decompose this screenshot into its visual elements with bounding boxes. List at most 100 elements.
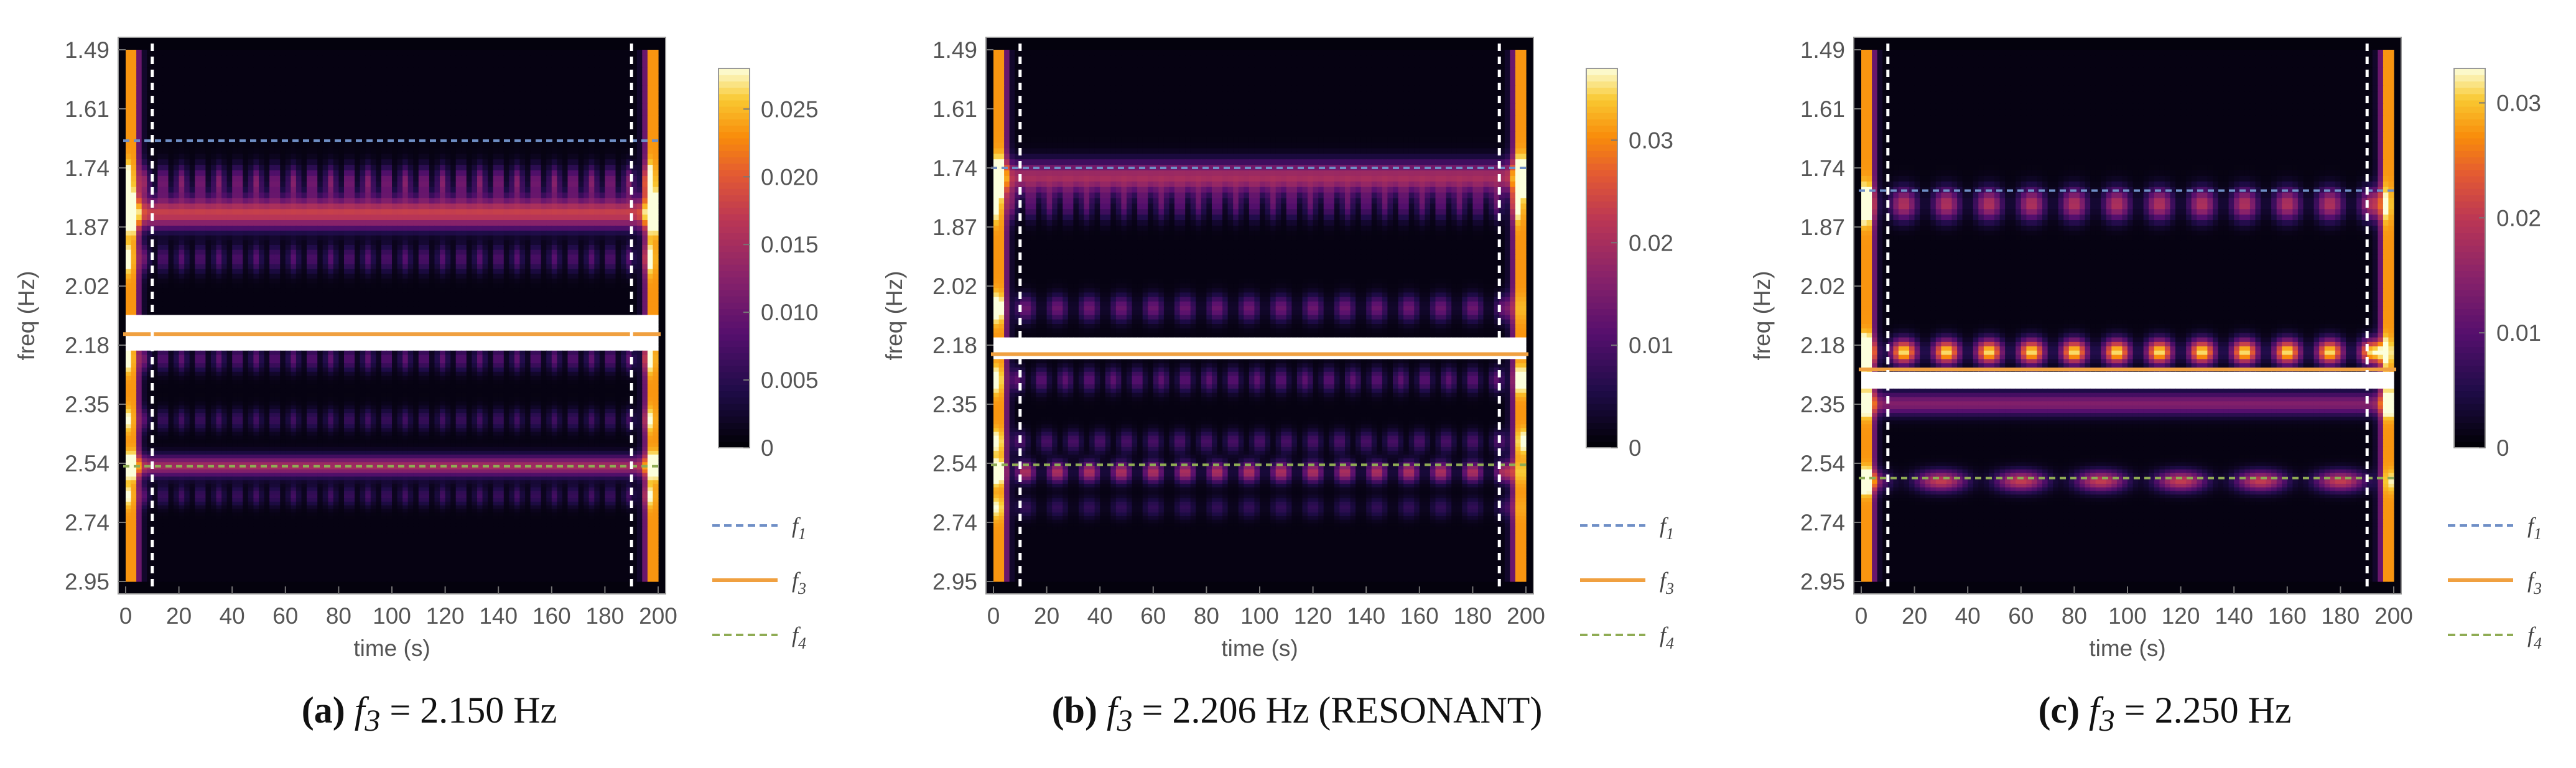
heatmap-cell: [274, 292, 281, 298]
heatmap-cell: [226, 292, 233, 298]
heatmap-cell: [312, 109, 318, 116]
heatmap-cell: [407, 306, 414, 311]
heatmap-cell: [434, 220, 440, 226]
heatmap-cell: [152, 209, 158, 215]
heatmap-cell: [636, 220, 643, 226]
heatmap-cell: [450, 142, 457, 149]
heatmap-cell: [168, 170, 174, 177]
heatmap-cell: [322, 154, 328, 160]
heatmap-cell: [450, 292, 457, 298]
heatmap-cell: [653, 297, 659, 302]
heatmap-cell: [530, 215, 536, 221]
heatmap-cell: [509, 279, 515, 284]
heatmap-cell: [285, 91, 291, 98]
heatmap-cell: [184, 279, 190, 284]
heatmap-cell: [594, 215, 600, 221]
heatmap-cell: [274, 279, 281, 284]
heatmap-cell: [168, 181, 174, 188]
heatmap-cell: [605, 215, 611, 221]
heatmap-cell: [573, 310, 579, 316]
heatmap-cell: [488, 121, 494, 127]
heatmap-cell: [615, 198, 621, 204]
heatmap-cell: [328, 142, 334, 149]
heatmap-cell: [216, 283, 222, 289]
heatmap-cell: [317, 165, 323, 171]
heatmap-cell: [541, 73, 547, 80]
heatmap-cell: [594, 142, 600, 149]
heatmap-cell: [631, 310, 638, 316]
heatmap-cell: [232, 73, 238, 80]
heatmap-cell: [424, 274, 430, 279]
heatmap-cell: [344, 264, 350, 270]
heatmap-cell: [269, 80, 276, 86]
heatmap-cell: [413, 297, 419, 302]
heatmap-cell: [588, 91, 595, 98]
heatmap-cell: [477, 225, 483, 231]
heatmap-cell: [147, 187, 153, 193]
heatmap-cell: [434, 240, 440, 246]
heatmap-cell: [264, 91, 270, 98]
heatmap-cell: [636, 85, 643, 92]
heatmap-cell: [647, 98, 654, 104]
heatmap-cell: [248, 245, 254, 251]
heatmap-cell: [498, 159, 505, 165]
heatmap-cell: [482, 85, 488, 92]
heatmap-cell: [636, 137, 643, 144]
heatmap-cell: [355, 50, 361, 57]
heatmap-cell: [418, 142, 424, 149]
heatmap-cell: [157, 235, 164, 241]
heatmap-cell: [328, 306, 334, 311]
heatmap-cell: [472, 192, 478, 199]
heatmap-cell: [211, 264, 217, 270]
heatmap-cell: [519, 279, 526, 284]
heatmap-cell: [349, 154, 355, 160]
heatmap-cell: [584, 249, 590, 255]
heatmap-cell: [264, 301, 270, 307]
heatmap-cell: [259, 192, 265, 199]
heatmap-cell: [402, 91, 409, 98]
heatmap-cell: [530, 209, 536, 215]
heatmap-cell: [477, 245, 483, 251]
heatmap-cell: [200, 142, 206, 149]
heatmap-cell: [152, 181, 158, 188]
heatmap-cell: [440, 254, 446, 260]
heatmap-cell: [498, 165, 505, 171]
heatmap-cell: [307, 62, 313, 68]
heatmap-cell: [253, 230, 259, 236]
heatmap-cell: [322, 254, 328, 260]
heatmap-cell: [259, 91, 265, 98]
heatmap-cell: [450, 192, 457, 199]
heatmap-cell: [413, 264, 419, 270]
heatmap-cell: [253, 240, 259, 246]
heatmap-cell: [162, 165, 169, 171]
heatmap-cell: [259, 55, 265, 62]
heatmap-cell: [642, 159, 648, 165]
heatmap-cell: [295, 67, 302, 75]
heatmap-cell: [546, 103, 552, 110]
heatmap-cell: [248, 115, 254, 121]
heatmap-cell: [588, 98, 595, 104]
heatmap-cell: [179, 264, 185, 270]
heatmap-cell: [541, 170, 547, 177]
heatmap-cell: [381, 230, 388, 236]
heatmap-cell: [429, 264, 435, 270]
heatmap-cell: [455, 103, 462, 110]
heatmap-cell: [381, 55, 388, 62]
heatmap-cell: [141, 301, 147, 307]
heatmap-cell: [503, 279, 509, 284]
heatmap-cell: [328, 73, 334, 80]
heatmap-cell: [360, 121, 366, 127]
heatmap-cell: [653, 103, 659, 110]
heatmap-cell: [450, 55, 457, 62]
heatmap-cell: [280, 215, 286, 221]
heatmap-cell: [370, 91, 376, 98]
heatmap-cell: [195, 240, 201, 246]
heatmap-cell: [525, 142, 531, 149]
heatmap-cell: [370, 249, 376, 255]
heatmap-cell: [216, 297, 222, 302]
heatmap-cell: [280, 192, 286, 199]
heatmap-cell: [376, 297, 382, 302]
heatmap-cell: [291, 264, 297, 270]
heatmap-cell: [402, 310, 409, 316]
heatmap-cell: [360, 235, 366, 241]
